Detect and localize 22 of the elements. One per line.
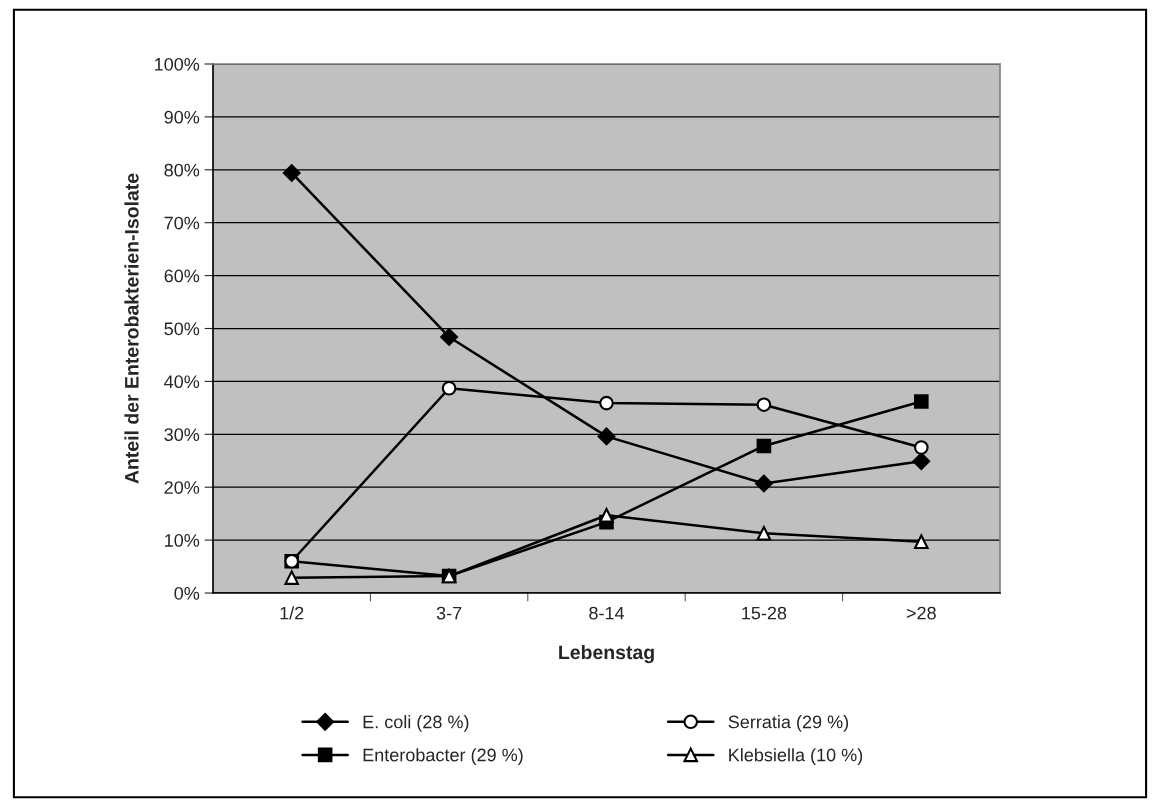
x-tick-label: 15-28 [742, 606, 787, 620]
y-tick-label: 70% [164, 216, 200, 230]
y-tick-label: 0% [174, 586, 200, 600]
y-tick-label: 60% [164, 269, 200, 283]
legend-label: Serratia (29 %) [728, 715, 849, 732]
y-tick-label: 40% [164, 375, 200, 389]
y-tick-label: 90% [164, 110, 200, 124]
y-tick-label: 20% [164, 481, 200, 494]
x-axis-title: Lebenstag [559, 644, 654, 664]
x-tick-label: >28 [906, 606, 936, 620]
legend-label: E. coli (28 %) [363, 715, 469, 732]
x-tick-label: 8-14 [589, 606, 625, 620]
y-axis-title: Anteil der Enterobakterien-Isolate [124, 173, 139, 484]
x-tick-label: 1/2 [280, 606, 304, 620]
x-tick-label: 3-7 [436, 606, 462, 620]
y-tick-label: 80% [164, 163, 200, 177]
y-tick-label: 100% [155, 57, 200, 71]
legend-label: Enterobacter (29 %) [363, 748, 523, 765]
y-tick-label: 10% [165, 534, 200, 547]
y-tick-label: 50% [164, 322, 200, 336]
y-tick-label: 30% [164, 428, 200, 442]
legend-label: Klebsiella (10 %) [729, 748, 863, 765]
